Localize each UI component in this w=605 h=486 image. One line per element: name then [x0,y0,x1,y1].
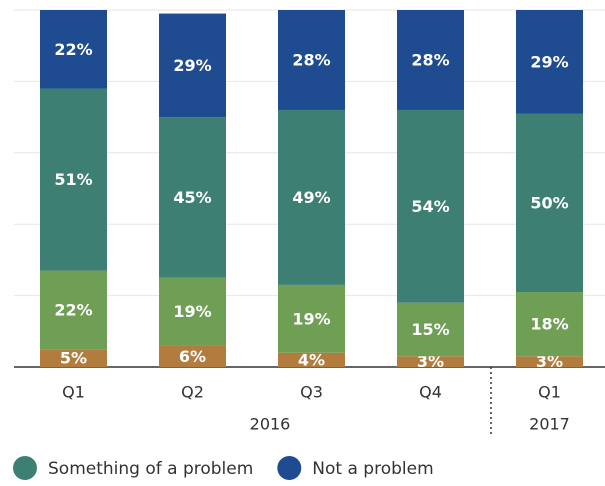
value-label: 28% [292,50,330,69]
bar-segment [278,352,345,367]
bar-segment [516,356,583,367]
value-label: 19% [173,302,211,321]
value-label: 51% [54,170,92,189]
value-label: 6% [179,347,206,366]
bar-segment [278,10,345,110]
bar-segment [397,109,464,303]
bar-segment [40,349,107,367]
value-label: 28% [411,50,449,69]
legend-label: Not a problem [312,459,433,479]
bar-segment [397,302,464,357]
value-label: 15% [411,320,449,339]
x-group-label: 2017 [529,415,570,434]
bar-segment [516,10,583,114]
value-label: 54% [411,197,449,216]
x-tick-label: Q3 [300,383,323,402]
bar-segment [278,109,345,285]
bar-segment [159,345,226,367]
legend-label: Something of a problem [48,459,253,479]
bar-segment [516,113,583,293]
value-label: 49% [292,188,330,207]
value-label: 22% [54,300,92,319]
value-label: 5% [60,349,87,368]
x-group-label: 2016 [250,415,291,434]
bar-segment [159,13,226,118]
value-label: 4% [298,350,325,369]
value-label: 50% [530,193,568,212]
value-label: 29% [530,52,568,71]
legend-swatch [13,456,37,480]
bar-segment [159,277,226,346]
value-label: 3% [536,352,563,371]
value-label: 29% [173,56,211,75]
bar-segment [516,292,583,357]
value-label: 45% [173,188,211,207]
bar-segment [159,117,226,278]
bar-segment [278,284,345,353]
value-label: 18% [530,315,568,334]
bar-segment [40,270,107,350]
x-tick-label: Q4 [419,383,442,402]
x-tick-label: Q2 [181,383,204,402]
value-label: 3% [417,352,444,371]
x-tick-label: Q1 [538,383,561,402]
bar-segment [40,10,107,89]
value-label: 19% [292,309,330,328]
legend-swatch [277,456,302,480]
bar-segment [397,10,464,110]
value-label: 22% [54,40,92,59]
bar-segment [397,356,464,367]
x-tick-label: Q1 [62,383,85,402]
bar-segment [40,88,107,271]
